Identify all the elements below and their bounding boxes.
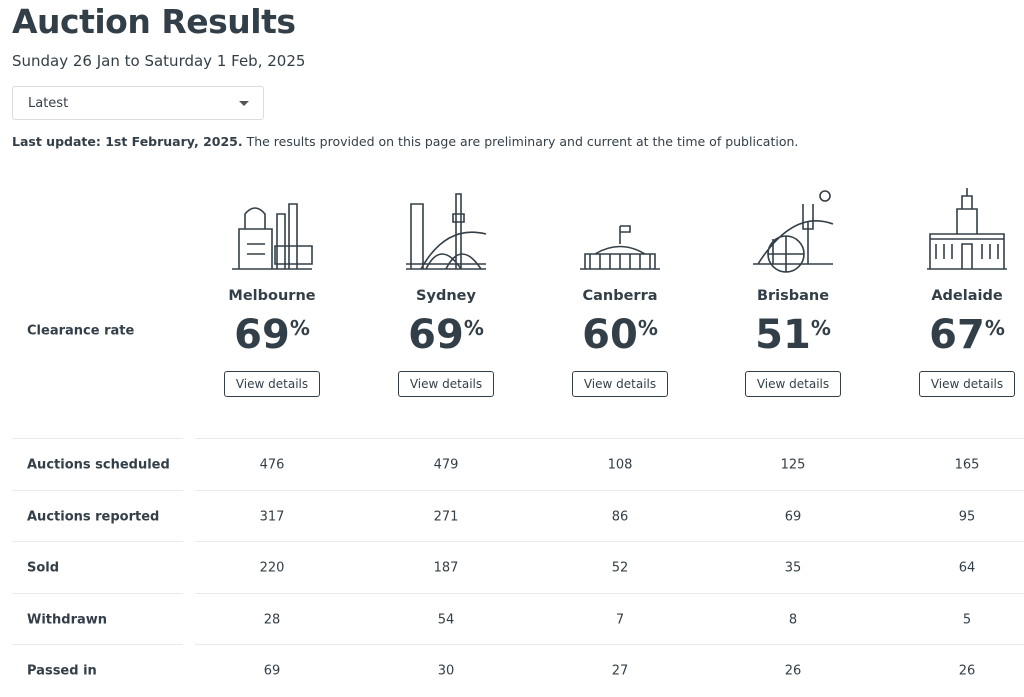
table-cell: 95 bbox=[958, 509, 976, 525]
clearance-rate: 67% bbox=[929, 312, 1005, 358]
rate-value: 69 bbox=[234, 312, 290, 358]
dropdown-caret bbox=[239, 101, 249, 106]
city-icon bbox=[753, 190, 834, 273]
dropdown-label: Latest bbox=[28, 96, 69, 111]
row-separator bbox=[195, 438, 1024, 439]
table-cell: 86 bbox=[611, 509, 629, 525]
row-label: Passed in bbox=[27, 663, 97, 679]
row-label: Withdrawn bbox=[27, 612, 108, 628]
table-cell: 187 bbox=[433, 560, 459, 576]
table-cell: 317 bbox=[259, 509, 285, 525]
rate-unit: % bbox=[289, 316, 310, 340]
row-label: Sold bbox=[27, 560, 60, 576]
table-cell: 27 bbox=[611, 663, 629, 679]
view-details-button[interactable]: View details bbox=[919, 371, 1015, 397]
table-cell: 28 bbox=[263, 612, 281, 628]
city-icon bbox=[927, 188, 1007, 270]
icon-lines bbox=[927, 188, 1007, 270]
table-cell: 5 bbox=[962, 612, 972, 628]
view-details-button[interactable]: View details bbox=[224, 371, 320, 397]
row-label: Auctions scheduled bbox=[27, 457, 170, 473]
row-separator bbox=[195, 541, 1024, 542]
table-cell: 26 bbox=[784, 663, 802, 679]
table-cell: 35 bbox=[784, 560, 802, 576]
table-cell: 125 bbox=[780, 457, 806, 473]
table-cell: 165 bbox=[954, 457, 980, 473]
rate-unit: % bbox=[810, 316, 831, 340]
view-details-button[interactable]: View details bbox=[572, 371, 668, 397]
clearance-rate: 69% bbox=[408, 312, 484, 358]
icon-lines bbox=[580, 225, 660, 270]
note-text: The results provided on this page are pr… bbox=[242, 134, 799, 149]
table-cell: 69 bbox=[784, 509, 802, 525]
page-title: Auction Results bbox=[12, 2, 296, 41]
rate-unit: % bbox=[637, 316, 658, 340]
row-separator bbox=[195, 490, 1024, 491]
table-cell: 26 bbox=[958, 663, 976, 679]
row-separator bbox=[12, 541, 183, 542]
rate-value: 51 bbox=[755, 312, 811, 358]
city-icon bbox=[232, 203, 313, 270]
table-cell: 7 bbox=[615, 612, 625, 628]
period-dropdown[interactable]: Latest bbox=[12, 86, 264, 120]
city-name: Sydney bbox=[416, 288, 476, 304]
table-cell: 64 bbox=[958, 560, 976, 576]
update-note: Last update: 1st February, 2025. The res… bbox=[12, 134, 798, 149]
row-separator bbox=[12, 438, 183, 439]
table-cell: 8 bbox=[788, 612, 798, 628]
icon-lines bbox=[232, 203, 313, 270]
rate-value: 60 bbox=[582, 312, 638, 358]
table-cell: 69 bbox=[263, 663, 281, 679]
table-cell: 220 bbox=[259, 560, 285, 576]
table-cell: 271 bbox=[433, 509, 459, 525]
table-cell: 52 bbox=[611, 560, 629, 576]
city-name: Melbourne bbox=[228, 288, 316, 304]
rate-value: 69 bbox=[408, 312, 464, 358]
city-name: Adelaide bbox=[931, 288, 1003, 304]
table-cell: 479 bbox=[433, 457, 459, 473]
rate-unit: % bbox=[984, 316, 1005, 340]
rate-unit: % bbox=[463, 316, 484, 340]
view-details-button[interactable]: View details bbox=[745, 371, 841, 397]
view-details-button[interactable]: View details bbox=[398, 371, 494, 397]
city-name: Brisbane bbox=[756, 288, 830, 304]
row-separator bbox=[12, 644, 183, 645]
table-cell: 476 bbox=[259, 457, 285, 473]
icon-lines bbox=[406, 193, 487, 270]
table-cell: 54 bbox=[437, 612, 455, 628]
row-separator bbox=[195, 593, 1024, 594]
row-separator bbox=[12, 593, 183, 594]
clearance-label: Clearance rate bbox=[27, 323, 135, 339]
rate-value: 67 bbox=[929, 312, 985, 358]
icon-lines bbox=[753, 190, 834, 273]
city-icon bbox=[406, 193, 487, 270]
row-separator bbox=[12, 490, 183, 491]
row-separator bbox=[195, 644, 1024, 645]
clearance-rate: 60% bbox=[582, 312, 658, 358]
table-cell: 30 bbox=[437, 663, 455, 679]
date-range: Sunday 26 Jan to Saturday 1 Feb, 2025 bbox=[12, 52, 306, 70]
clearance-rate: 69% bbox=[234, 312, 310, 358]
city-name: Canberra bbox=[582, 288, 658, 304]
city-icon bbox=[580, 225, 660, 270]
row-label: Auctions reported bbox=[27, 509, 160, 525]
update-date: Last update: 1st February, 2025. bbox=[12, 134, 243, 149]
clearance-rate: 51% bbox=[755, 312, 831, 358]
table-cell: 108 bbox=[607, 457, 633, 473]
